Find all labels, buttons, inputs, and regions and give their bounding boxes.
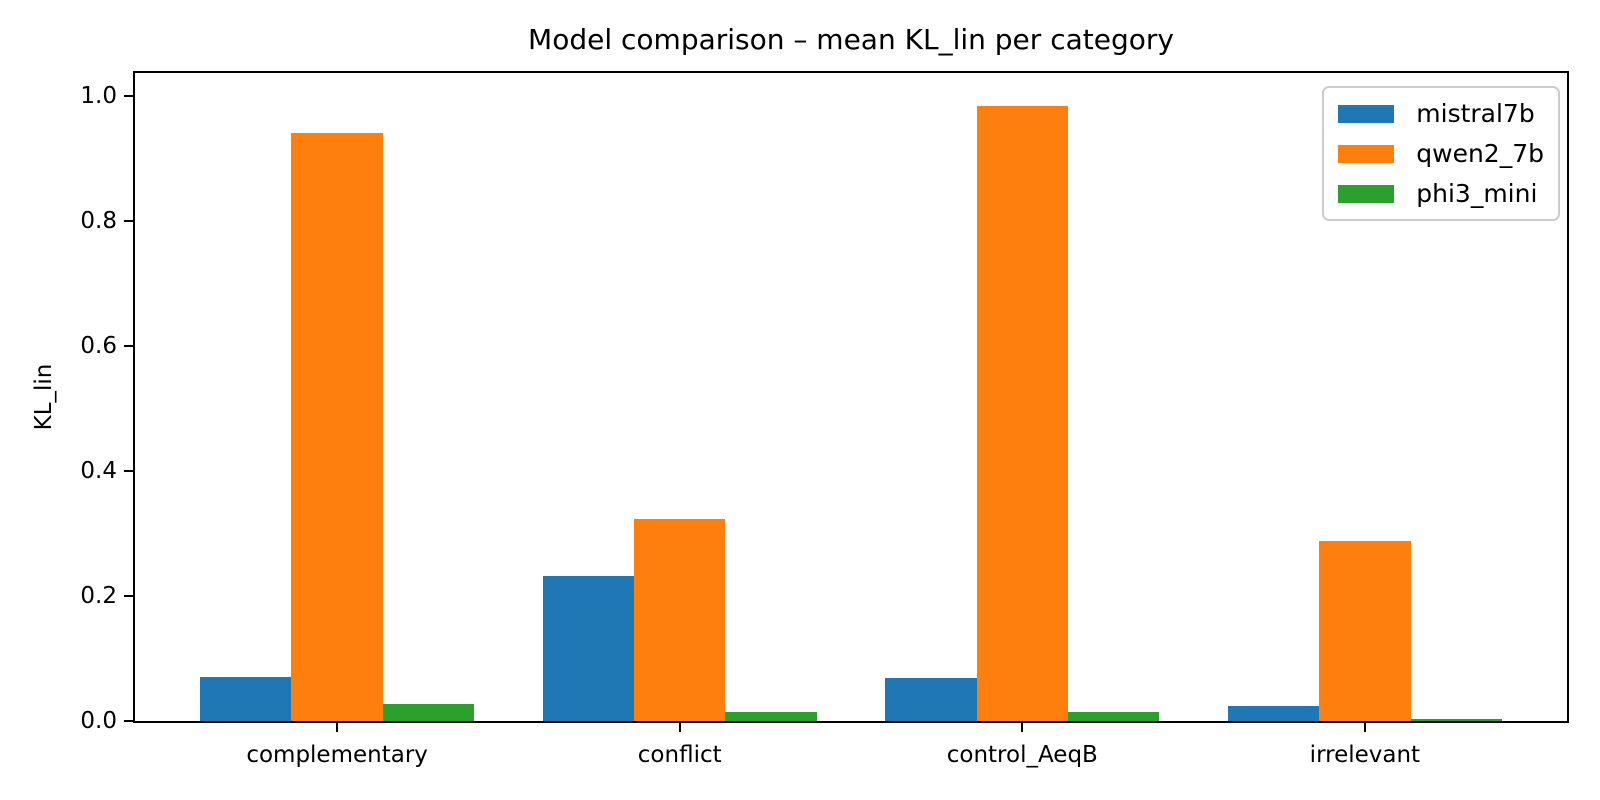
y-tick [124, 470, 133, 473]
bar-mistral7b-complementary [199, 676, 292, 721]
y-tick-label: 0.0 [80, 708, 117, 734]
y-tick-label: 0.2 [80, 583, 117, 610]
y-tick [124, 595, 133, 598]
x-tick [678, 723, 681, 732]
bar-phi3_mini-irrelevant [1410, 719, 1503, 721]
y-tick-label: 0.4 [80, 458, 117, 485]
bar-phi3_mini-control_AeqB [1068, 712, 1160, 721]
legend-swatch-phi3_mini [1338, 184, 1395, 203]
bar-qwen2_7b-conflict [633, 519, 726, 721]
legend-swatch-mistral7b [1338, 104, 1395, 123]
bar-qwen2_7b-control_AeqB [976, 106, 1069, 721]
legend-item-qwen2_7b: qwen2_7b [1338, 138, 1544, 169]
y-axis-label: KL_lin [31, 363, 57, 431]
y-tick-label: 0.6 [80, 333, 117, 360]
y-tick [124, 95, 133, 98]
bar-qwen2_7b-complementary [291, 133, 383, 721]
x-tick [1021, 723, 1024, 732]
legend-label: phi3_mini [1416, 179, 1538, 208]
y-tick-label: 1.0 [80, 83, 117, 110]
bar-mistral7b-control_AeqB [885, 677, 977, 721]
x-tick-label: irrelevant [1309, 742, 1421, 768]
y-tick [124, 220, 133, 223]
legend-label: mistral7b [1416, 99, 1535, 128]
legend-label: qwen2_7b [1416, 139, 1544, 168]
x-tick-label: conflict [637, 742, 722, 768]
plot-inner: 0.0 0.2 0.4 0.6 0.8 1.0 complementary conflict c… [80, 73, 1567, 768]
y-tick-label: 0.8 [80, 208, 117, 235]
bar-phi3_mini-conflict [725, 712, 817, 721]
legend-item-phi3_mini: phi3_mini [1338, 178, 1544, 209]
y-tick [124, 345, 133, 348]
legend-item-mistral7b: mistral7b [1338, 98, 1544, 129]
bar-phi3_mini-complementary [382, 704, 475, 721]
legend: mistral7b qwen2_7b phi3_mini [1322, 86, 1560, 221]
x-tick [336, 723, 339, 732]
y-tick [124, 720, 133, 722]
plot-area: 0.0 0.2 0.4 0.6 0.8 1.0 complementary conflict c… [80, 71, 1569, 768]
bar-qwen2_7b-irrelevant [1319, 541, 1411, 721]
x-tick-label: control_AeqB [946, 742, 1098, 768]
bar-mistral7b-conflict [542, 576, 634, 721]
x-tick-label: complementary [246, 742, 428, 768]
x-tick [1363, 723, 1366, 732]
chart-title: Model comparison – mean KL_lin per categ… [528, 23, 1174, 56]
bar-mistral7b-irrelevant [1227, 706, 1320, 721]
legend-swatch-qwen2_7b [1338, 144, 1395, 163]
